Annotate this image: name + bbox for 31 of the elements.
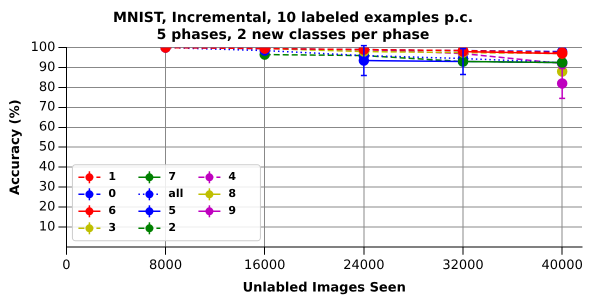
y-axis-title: Accuracy (%) (8, 99, 24, 195)
y-tick-label: 100 (30, 40, 56, 55)
legend-label: 2 (168, 221, 176, 234)
legend-label: 4 (228, 170, 236, 184)
legend-label: 9 (228, 204, 236, 218)
legend-label: all (168, 187, 184, 200)
y-tick-label: 90 (38, 60, 56, 75)
x-tick-label: 8000 (149, 258, 182, 273)
legend-label: 0 (108, 187, 116, 200)
x-tick-label: 32000 (442, 258, 484, 273)
y-tick-label: 70 (38, 100, 56, 115)
chart-subtitle: 5 phases, 2 new classes per phase (156, 26, 430, 43)
y-tick-label: 50 (38, 140, 56, 155)
x-tick-label: 24000 (343, 258, 385, 273)
y-tick-label: 60 (38, 120, 56, 135)
legend-label: 3 (108, 221, 116, 234)
chart-title: MNIST, Incremental, 10 labeled examples p.c. (112, 10, 474, 26)
legend-label: 6 (108, 204, 116, 218)
x-axis-title: Unlabled Images Seen (242, 280, 406, 296)
x-tick-label: 40000 (541, 258, 583, 273)
legend-label: 1 (108, 170, 116, 184)
y-tick-label: 80 (38, 80, 56, 95)
legend-label: 8 (228, 187, 236, 200)
y-tick-label: 40 (38, 159, 56, 174)
x-tick-label: 16000 (244, 258, 286, 273)
x-tick-label: 0 (62, 258, 71, 273)
y-tick-label: 10 (38, 219, 56, 234)
y-tick-label: 20 (38, 199, 56, 214)
legend-label: 5 (168, 204, 176, 218)
legend-label: 7 (168, 170, 176, 184)
y-tick-label: 30 (38, 179, 56, 194)
